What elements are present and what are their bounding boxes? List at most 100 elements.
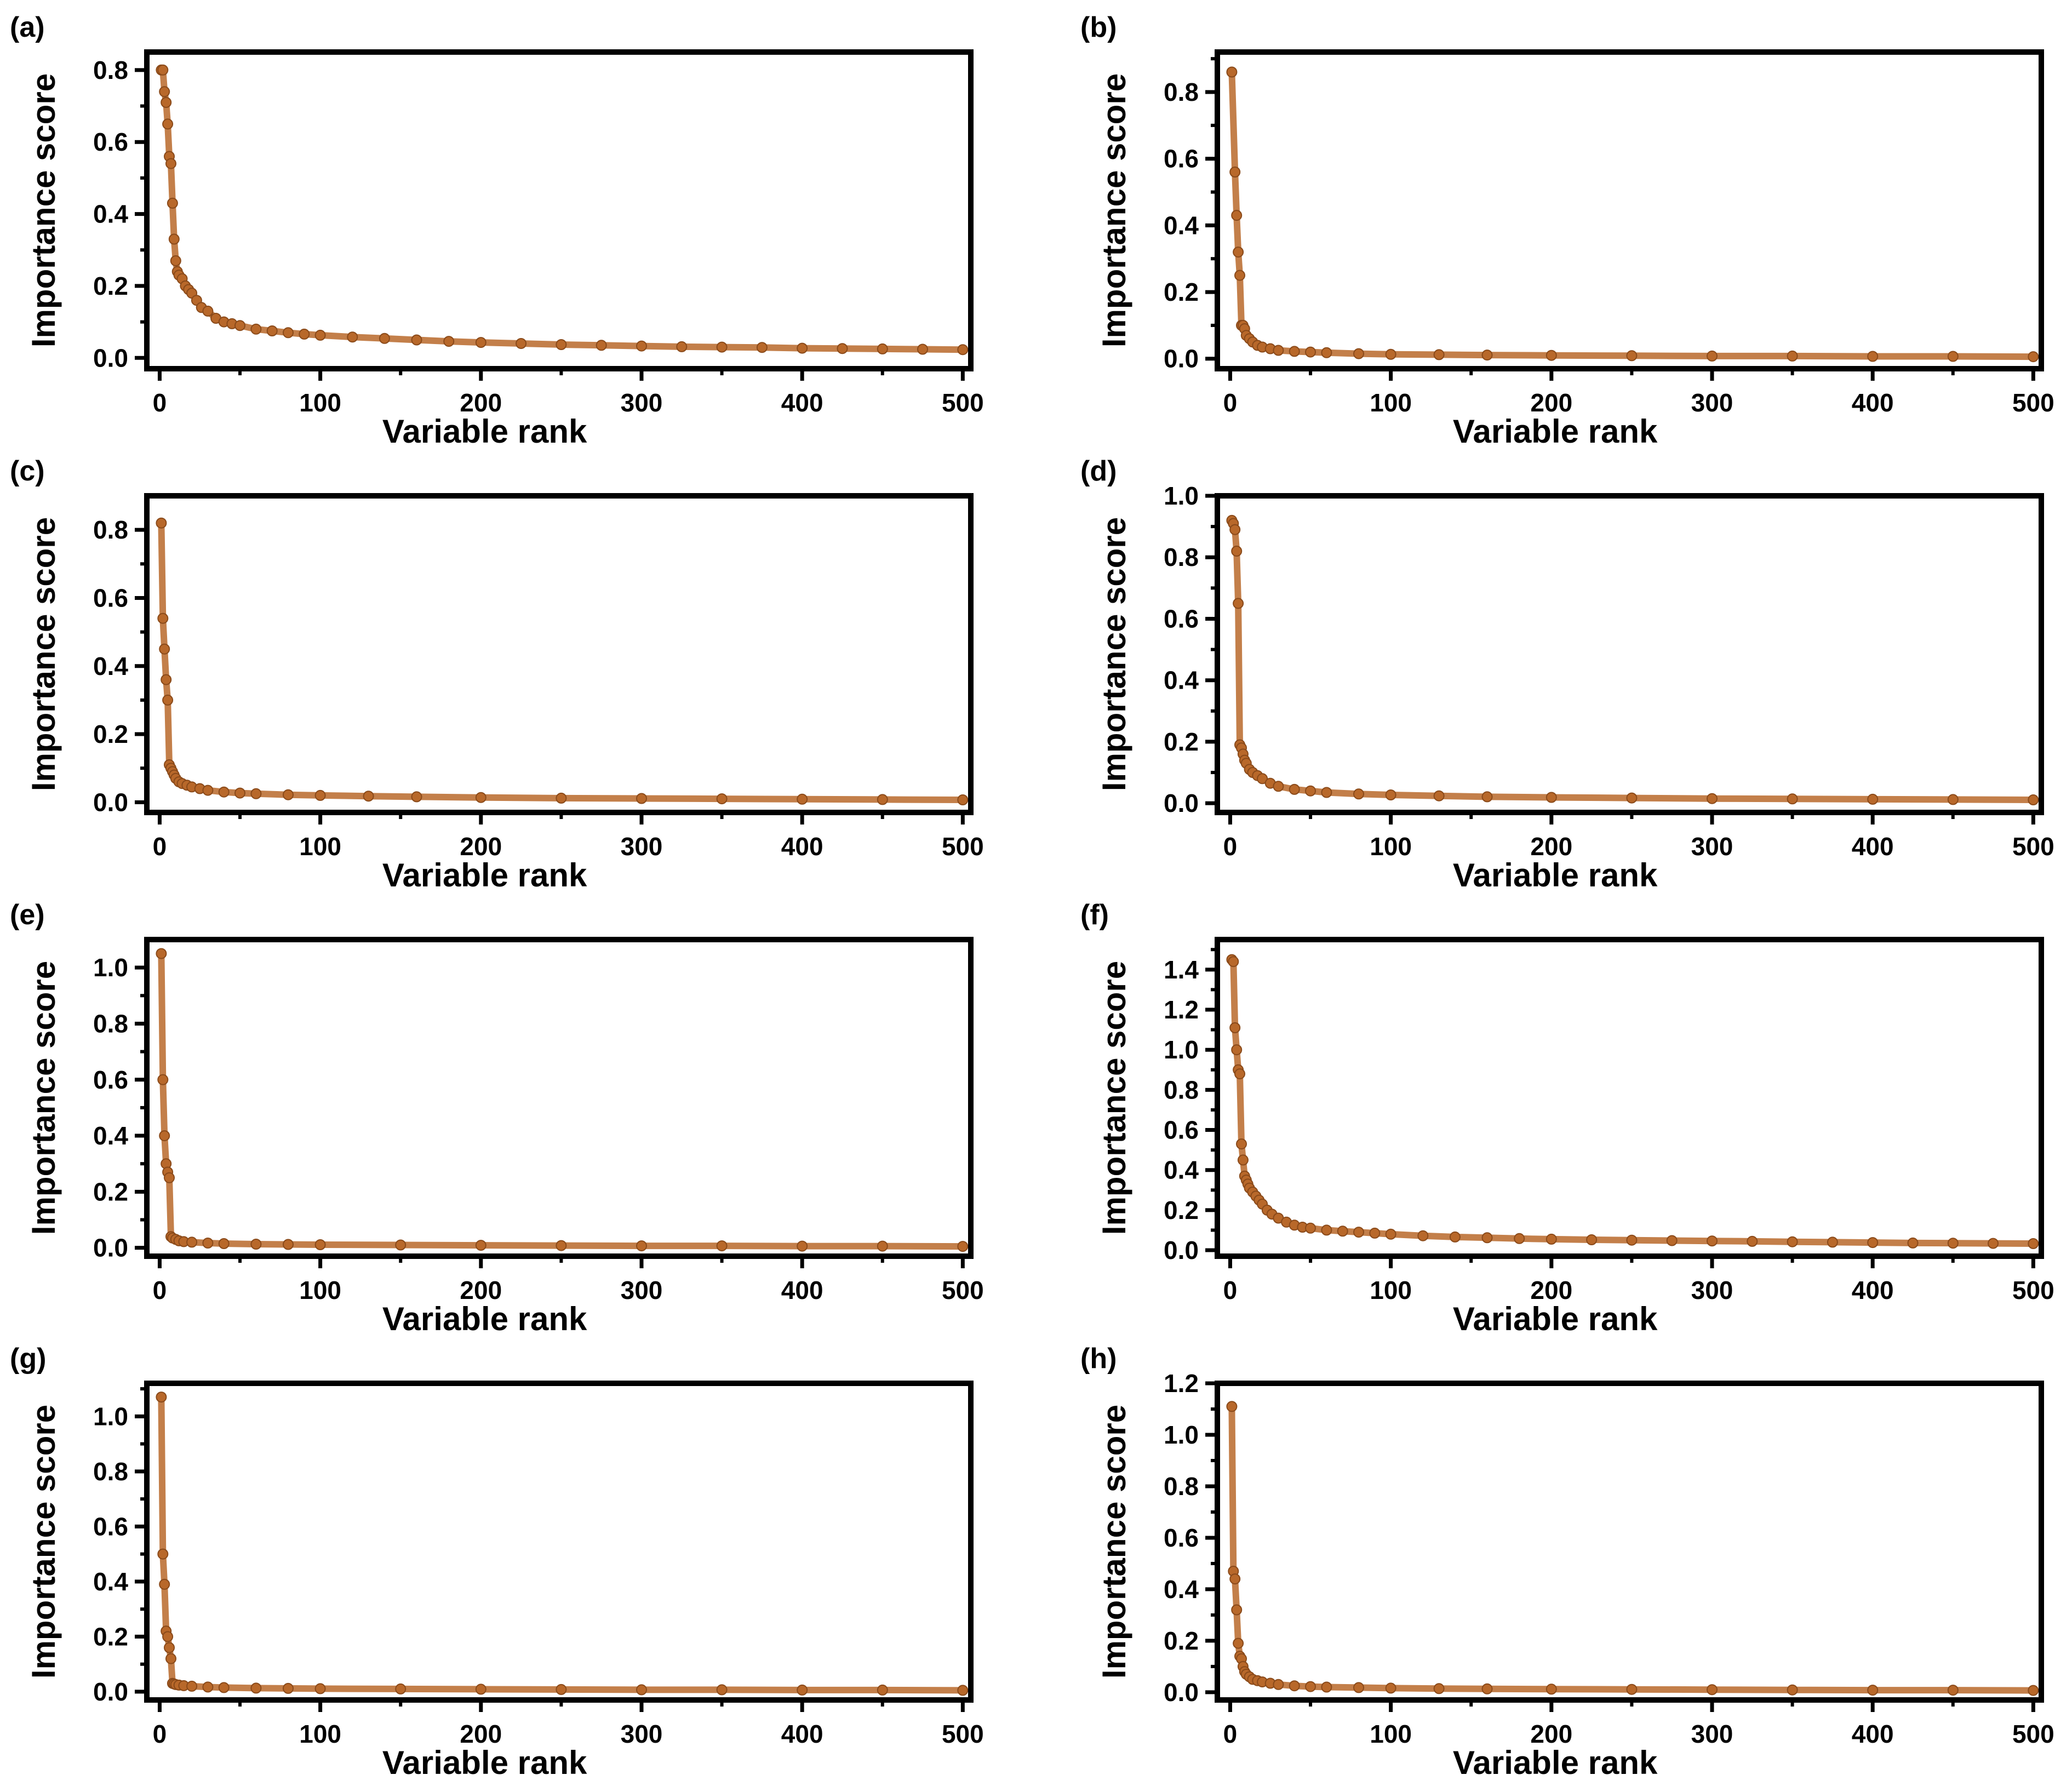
y-tick-label: 1.2 <box>1164 1369 1199 1398</box>
data-point <box>165 158 176 169</box>
x-tick-label: 300 <box>1691 1720 1733 1748</box>
y-axis-title: Importance score <box>25 961 62 1235</box>
x-tick-label: 100 <box>1370 832 1412 861</box>
data-point <box>314 329 326 341</box>
data-point <box>556 1240 567 1251</box>
x-tick-label: 200 <box>460 1276 502 1304</box>
chart-panel-5: (e) 0 100 200 300 400 500 0.0 0.2 0.4 0.6 0.8 1.0 Var… <box>10 899 984 1337</box>
x-axis-title: Variable rank <box>1453 413 1658 450</box>
chart-panel-2: (b) 0 100 200 300 400 500 0.0 0.2 0.4 0.6 0.8 Variab… <box>1080 12 2054 450</box>
x-tick-label: 500 <box>942 1720 984 1748</box>
y-tick-label: 0.8 <box>93 56 128 84</box>
y-tick-label: 0.0 <box>93 788 128 816</box>
data-point <box>1947 351 1959 362</box>
x-axis-title: Variable rank <box>382 413 587 450</box>
data-point <box>379 333 390 344</box>
data-point <box>1947 1238 1959 1249</box>
data-point <box>475 1684 486 1695</box>
y-tick-label: 1.0 <box>1164 1421 1199 1449</box>
data-point <box>2028 351 2039 363</box>
y-axis-title: Importance score <box>1096 961 1132 1235</box>
x-tick-label: 100 <box>299 1720 341 1748</box>
data-point <box>1289 1680 1300 1692</box>
data-point <box>1907 1237 1919 1249</box>
y-tick-label: 0.2 <box>93 720 128 748</box>
data-point <box>1546 792 1557 803</box>
data-point <box>2028 794 2039 805</box>
x-tick-label: 300 <box>1691 1276 1733 1304</box>
data-point <box>202 785 214 796</box>
data-point <box>283 789 294 800</box>
data-point <box>1626 792 1638 804</box>
y-tick-label: 0.2 <box>1164 278 1199 306</box>
y-tick-label: 0.4 <box>93 652 128 680</box>
data-point <box>1305 1681 1316 1692</box>
series-trace <box>158 519 966 803</box>
x-tick-label: 200 <box>1530 388 1572 417</box>
x-tick-label: 300 <box>1691 832 1733 861</box>
y-axis-title: Importance score <box>1096 1405 1132 1679</box>
data-point <box>157 1074 169 1085</box>
data-point <box>1626 1684 1638 1695</box>
data-point <box>1433 790 1445 801</box>
data-point <box>556 339 567 350</box>
y-tick-label: 0.4 <box>1164 211 1199 239</box>
data-point <box>250 1682 262 1694</box>
data-point <box>1867 793 1879 805</box>
x-tick-label: 500 <box>942 1276 984 1304</box>
x-tick-label: 0 <box>153 1276 167 1304</box>
data-point <box>917 343 928 355</box>
x-tick-label: 200 <box>460 388 502 417</box>
data-point <box>1827 1236 1838 1248</box>
panel-tag: (b) <box>1080 12 1117 43</box>
x-tick-label: 500 <box>942 832 984 861</box>
plot-frame <box>144 49 974 371</box>
x-tick-label: 400 <box>1852 1276 1894 1304</box>
y-tick-label: 0.6 <box>1164 1524 1199 1552</box>
data-point <box>1546 1684 1557 1695</box>
series-markers <box>156 948 969 1252</box>
data-point <box>1369 1227 1381 1239</box>
y-tick-label: 0.8 <box>1164 1472 1199 1501</box>
data-point <box>716 793 728 805</box>
y-tick-label: 0.4 <box>93 1567 128 1596</box>
series-markers <box>156 1392 969 1696</box>
data-point <box>1321 347 1332 358</box>
y-tick-label: 0.0 <box>93 343 128 372</box>
data-point <box>1305 785 1316 797</box>
x-tick-label: 0 <box>1223 1720 1238 1748</box>
data-point <box>314 1683 326 1694</box>
data-point <box>1707 793 1718 804</box>
data-point <box>159 1130 170 1142</box>
data-point <box>1226 66 1238 78</box>
y-tick-label: 0.6 <box>93 1066 128 1094</box>
data-point <box>1289 346 1300 357</box>
y-tick-label: 0.4 <box>1164 666 1199 695</box>
x-tick-label: 300 <box>1691 388 1733 417</box>
data-point <box>636 340 647 352</box>
data-point <box>156 1392 167 1403</box>
data-point <box>716 1240 728 1252</box>
x-tick-label: 400 <box>781 1720 823 1748</box>
x-tick-label: 200 <box>1530 1276 1572 1304</box>
data-point <box>2028 1238 2039 1249</box>
data-point <box>159 86 170 98</box>
x-tick-label: 200 <box>1530 832 1572 861</box>
data-point <box>1707 1684 1718 1696</box>
data-point <box>1947 1685 1959 1696</box>
data-point <box>636 793 647 804</box>
data-point <box>877 1684 888 1696</box>
data-point <box>1228 956 1239 967</box>
x-tick-label: 100 <box>1370 1276 1412 1304</box>
x-tick-label: 400 <box>781 832 823 861</box>
data-point <box>1481 1683 1493 1694</box>
data-point <box>250 323 262 335</box>
data-point <box>1229 524 1241 535</box>
data-point <box>957 1685 969 1696</box>
data-point <box>1305 1222 1316 1234</box>
data-point <box>1385 348 1396 360</box>
data-point <box>1385 1682 1396 1694</box>
y-axis-title: Importance score <box>25 517 62 791</box>
data-point <box>266 325 278 336</box>
data-point <box>165 1653 176 1664</box>
